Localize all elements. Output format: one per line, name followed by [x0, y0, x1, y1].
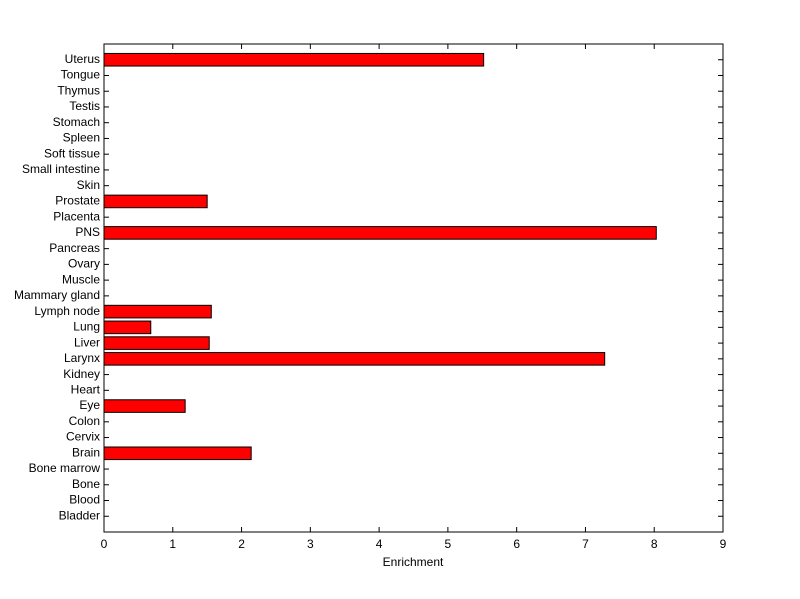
y-tick-label: Larynx: [64, 351, 100, 365]
y-tick-label: Stomach: [53, 115, 100, 129]
y-tick-label: Thymus: [57, 83, 100, 97]
y-tick-label: Prostate: [55, 194, 100, 208]
y-tick-label: Muscle: [62, 272, 100, 286]
y-tick-label: Liver: [74, 335, 100, 349]
bar: [103, 320, 152, 335]
bar: [103, 194, 208, 209]
y-tick-label: Blood: [69, 493, 100, 507]
y-tick-label: Mammary gland: [14, 288, 100, 302]
y-tick-label: Brain: [72, 445, 100, 459]
bar: [103, 226, 657, 240]
y-tick-label: Heart: [71, 382, 101, 396]
y-tick-label: Bone: [72, 477, 100, 491]
bar: [103, 446, 252, 461]
y-tick-label: Eye: [79, 398, 100, 412]
x-tick-label: 4: [376, 537, 383, 551]
y-tick-label: Lymph node: [34, 304, 100, 318]
y-tick-label: Pancreas: [49, 241, 100, 255]
y-tick-label: Kidney: [63, 367, 100, 381]
y-tick-label: Soft tissue: [44, 146, 100, 160]
x-tick-label: 5: [445, 537, 452, 551]
x-tick-label: 7: [582, 537, 589, 551]
y-tick-label: Bladder: [59, 508, 100, 522]
bar: [103, 52, 485, 67]
x-tick-label: 8: [651, 537, 658, 551]
bar: [103, 336, 210, 350]
x-tick-label: 0: [101, 537, 108, 551]
y-tick-label: Lung: [73, 320, 100, 334]
x-tick-label: 3: [307, 537, 314, 551]
y-tick-label: Tongue: [61, 68, 101, 82]
x-axis-label: Enrichment: [383, 555, 444, 569]
bar: [103, 304, 212, 319]
bar: [103, 399, 186, 413]
x-tick-label: 6: [513, 537, 520, 551]
x-tick-label: 2: [238, 537, 245, 551]
y-tick-label: Skin: [77, 178, 100, 192]
y-tick-label: Spleen: [63, 131, 100, 145]
x-tick-label: 9: [720, 537, 727, 551]
y-tick-label: Testis: [69, 99, 100, 113]
y-tick-label: Uterus: [65, 52, 100, 66]
y-tick-label: Small intestine: [22, 162, 100, 176]
y-tick-label: Colon: [69, 414, 100, 428]
y-tick-label: PNS: [75, 225, 100, 239]
y-tick-label: Bone marrow: [29, 461, 101, 475]
bar: [103, 352, 606, 366]
y-tick-label: Cervix: [66, 430, 100, 444]
x-tick-label: 1: [169, 537, 176, 551]
y-tick-label: Ovary: [68, 257, 100, 271]
y-tick-label: Placenta: [53, 209, 100, 223]
